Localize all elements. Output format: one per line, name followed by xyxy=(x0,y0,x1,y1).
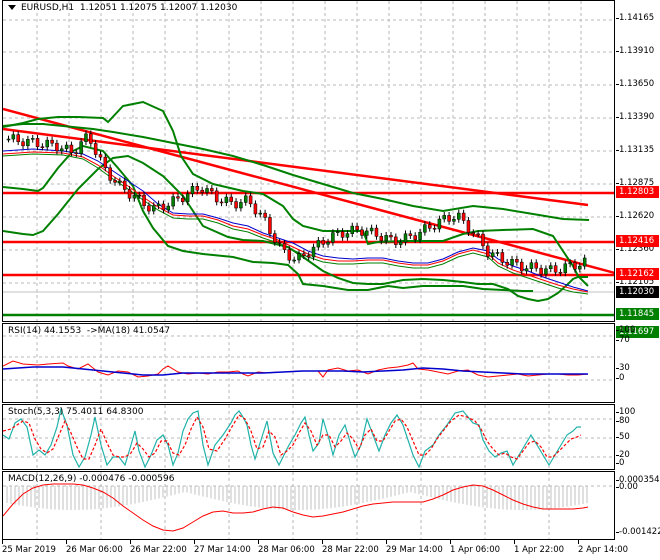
macd-panel[interactable]: MACD(12,26,9) -0.000476 -0.000596 xyxy=(2,471,615,540)
stoch-tick: 0 xyxy=(615,458,625,468)
price-tick: 1.12620 xyxy=(615,211,655,221)
ohlc-values: 1.12051 1.12075 1.12007 1.12030 xyxy=(79,3,238,13)
level-label-resistance: 1.12803 xyxy=(616,186,659,198)
stoch-tick: 50 xyxy=(616,432,630,442)
chart-title: EURUSD,H1 1.12051 1.12075 1.12007 1.1203… xyxy=(8,3,237,13)
time-tick: 27 Mar 14:00 xyxy=(194,545,251,555)
price-tick: 1.14165 xyxy=(615,13,655,23)
rsi-canvas xyxy=(3,324,614,402)
level-label-support: 1.11845 xyxy=(616,308,659,320)
price-axis: 1.14165 1.13910 1.13650 1.13390 1.13135 … xyxy=(615,0,660,322)
rsi-tick: 30 xyxy=(616,363,630,373)
macd-title: MACD(12,26,9) -0.000476 -0.000596 xyxy=(8,474,175,484)
time-tick: 25 Mar 2019 xyxy=(2,545,56,555)
price-tick: 1.13390 xyxy=(615,112,655,122)
rsi-tick: 0 xyxy=(615,373,625,383)
price-tick: 1.13650 xyxy=(615,79,655,89)
level-label-resistance: 1.12416 xyxy=(616,235,659,247)
rsi-axis: 100 70 30 0 xyxy=(615,323,660,403)
time-axis: 25 Mar 2019 26 Mar 06:00 26 Mar 22:00 27… xyxy=(0,540,660,560)
price-tick: 1.12875 xyxy=(615,178,655,188)
stoch-tick: 20 xyxy=(616,450,630,460)
macd-tick: 0.000354 xyxy=(616,475,660,485)
price-chart-panel[interactable]: EURUSD,H1 1.12051 1.12075 1.12007 1.1203… xyxy=(2,0,615,322)
time-tick: 26 Mar 06:00 xyxy=(66,545,123,555)
stochastic-title: Stoch(5,3,3) 75.4011 64.8300 xyxy=(8,407,144,417)
time-tick: 26 Mar 22:00 xyxy=(130,545,187,555)
time-tick: 29 Mar 14:00 xyxy=(386,545,443,555)
price-chart-canvas xyxy=(3,1,614,321)
macd-tick: 0.00 xyxy=(616,482,638,492)
rsi-tick: 100 xyxy=(615,325,636,335)
time-tick: 1 Apr 06:00 xyxy=(450,545,501,555)
macd-axis: 0.000354 0.00 -0.001422 xyxy=(616,471,660,540)
level-label-support: 1.11697 xyxy=(616,326,659,338)
price-tick: 1.13135 xyxy=(615,145,655,155)
stoch-tick: 100 xyxy=(615,407,636,417)
stochastic-canvas xyxy=(3,405,614,469)
stochastic-panel[interactable]: Stoch(5,3,3) 75.4011 64.8300 xyxy=(2,404,615,470)
symbol-title: EURUSD,H1 xyxy=(21,3,75,13)
stoch-tick: 80 xyxy=(616,416,630,426)
price-tick: 1.13910 xyxy=(615,46,655,56)
current-price-label: 1.12030 xyxy=(616,286,659,298)
rsi-panel[interactable]: RSI(14) 44.1553 ->MA(18) 41.0547 xyxy=(2,323,615,403)
rsi-tick: 70 xyxy=(616,335,630,345)
time-tick: 2 Apr 14:00 xyxy=(578,545,629,555)
level-label-resistance: 1.12162 xyxy=(616,268,659,280)
time-tick: 28 Mar 06:00 xyxy=(258,545,315,555)
price-tick: 1.12105 xyxy=(615,277,655,287)
macd-tick: -0.001422 xyxy=(616,527,660,537)
macd-canvas xyxy=(3,472,614,539)
time-tick: 28 Mar 22:00 xyxy=(322,545,379,555)
candlestick-series xyxy=(6,130,587,278)
stochastic-axis: 100 80 50 20 0 xyxy=(615,404,660,470)
time-tick: 1 Apr 22:00 xyxy=(514,545,565,555)
rsi-title: RSI(14) 44.1553 ->MA(18) 41.0547 xyxy=(8,326,171,336)
dropdown-arrow-icon[interactable] xyxy=(8,5,16,10)
price-tick: 1.12360 xyxy=(615,244,655,254)
